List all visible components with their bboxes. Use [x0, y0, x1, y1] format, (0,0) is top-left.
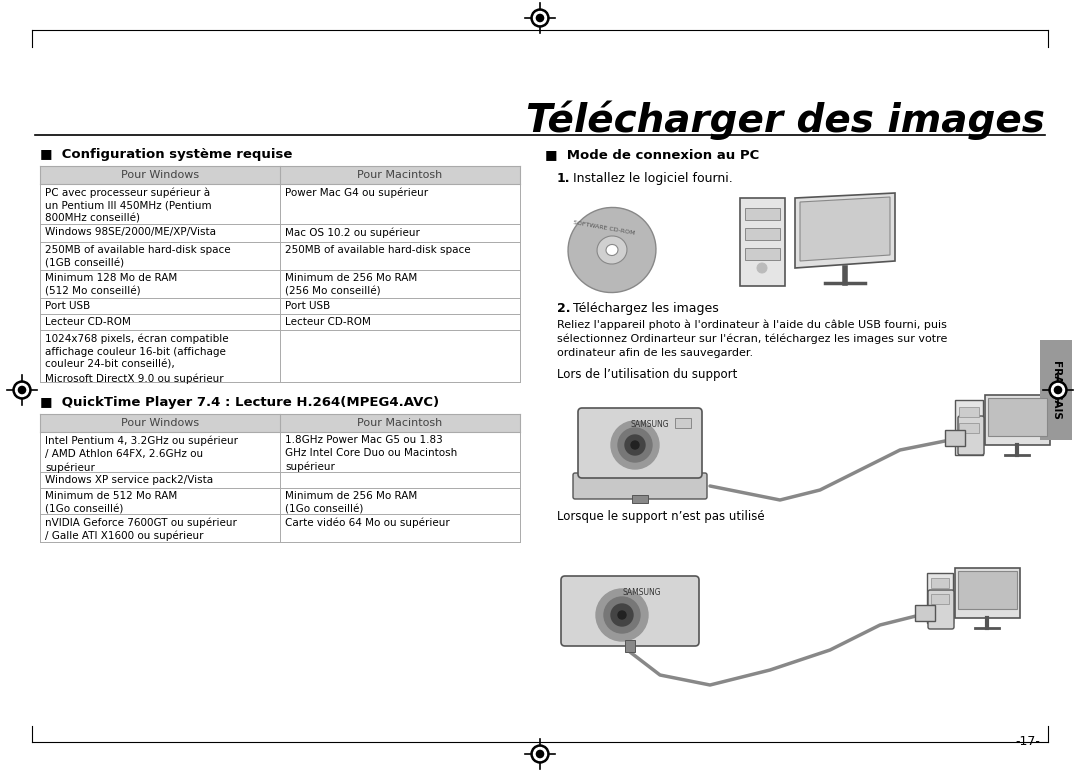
- Text: Port USB: Port USB: [45, 301, 91, 311]
- Text: ■  QuickTime Player 7.4 : Lecture H.264(MPEG4.AVC): ■ QuickTime Player 7.4 : Lecture H.264(M…: [40, 396, 440, 409]
- FancyBboxPatch shape: [561, 576, 699, 646]
- Circle shape: [18, 387, 26, 394]
- Bar: [959, 423, 978, 433]
- Text: Minimum de 256 Mo RAM
(1Go conseillé): Minimum de 256 Mo RAM (1Go conseillé): [285, 491, 417, 514]
- Bar: [931, 578, 949, 588]
- Bar: [959, 407, 978, 417]
- Circle shape: [618, 428, 652, 462]
- Bar: [955, 568, 1020, 618]
- Ellipse shape: [597, 236, 627, 264]
- Circle shape: [631, 441, 639, 449]
- Text: Carte vidéo 64 Mo ou supérieur: Carte vidéo 64 Mo ou supérieur: [285, 517, 449, 527]
- FancyBboxPatch shape: [573, 473, 707, 499]
- FancyBboxPatch shape: [928, 590, 954, 629]
- Circle shape: [625, 435, 645, 455]
- Circle shape: [537, 750, 543, 757]
- Text: Reliez l'appareil photo à l'ordinateur à l'aide du câble USB fourni, puis: Reliez l'appareil photo à l'ordinateur à…: [557, 320, 947, 330]
- Bar: [931, 594, 949, 604]
- Text: SAMSUNG: SAMSUNG: [631, 420, 670, 429]
- Bar: [985, 395, 1050, 445]
- Circle shape: [537, 15, 543, 22]
- Bar: [40, 414, 519, 432]
- Text: 1.8GHz Power Mac G5 ou 1.83
GHz Intel Core Duo ou Macintosh
supérieur: 1.8GHz Power Mac G5 ou 1.83 GHz Intel Co…: [285, 435, 457, 472]
- Text: Télécharger des images: Télécharger des images: [526, 100, 1045, 140]
- Circle shape: [611, 604, 633, 626]
- Text: SAMSUNG: SAMSUNG: [623, 588, 661, 597]
- Text: Lorsque le support n’est pas utilisé: Lorsque le support n’est pas utilisé: [557, 510, 765, 523]
- Circle shape: [1054, 387, 1062, 394]
- Bar: [988, 398, 1047, 436]
- Bar: [40, 166, 519, 184]
- Text: Pour Windows: Pour Windows: [121, 170, 199, 180]
- Text: Minimum de 512 Mo RAM
(1Go conseillé): Minimum de 512 Mo RAM (1Go conseillé): [45, 491, 177, 514]
- FancyBboxPatch shape: [578, 408, 702, 478]
- Circle shape: [1052, 384, 1065, 397]
- Text: Power Mac G4 ou supérieur: Power Mac G4 ou supérieur: [285, 187, 428, 198]
- Text: Lecteur CD-ROM: Lecteur CD-ROM: [45, 317, 131, 327]
- Text: Windows XP service pack2/Vista: Windows XP service pack2/Vista: [45, 475, 213, 485]
- Text: nVIDIA Geforce 7600GT ou supérieur
/ Galle ATI X1600 ou supérieur: nVIDIA Geforce 7600GT ou supérieur / Gal…: [45, 517, 237, 541]
- Polygon shape: [795, 193, 895, 268]
- Text: FRANÇAIS: FRANÇAIS: [1051, 361, 1061, 419]
- Bar: [745, 208, 780, 220]
- Bar: [625, 640, 635, 652]
- Text: Pour Macintosh: Pour Macintosh: [357, 170, 443, 180]
- Text: Port USB: Port USB: [285, 301, 330, 311]
- Text: 2.: 2.: [557, 302, 570, 315]
- FancyBboxPatch shape: [958, 416, 984, 455]
- Circle shape: [596, 589, 648, 641]
- Text: sélectionnez Ordinarteur sur l'écran, téléchargez les images sur votre: sélectionnez Ordinarteur sur l'écran, té…: [557, 334, 947, 344]
- Bar: [745, 248, 780, 260]
- Polygon shape: [800, 197, 890, 261]
- Text: 1.: 1.: [557, 172, 570, 185]
- Text: PC avec processeur supérieur à
un Pentium III 450MHz (Pentium
800MHz conseillé): PC avec processeur supérieur à un Pentiu…: [45, 187, 212, 224]
- Text: 250MB of available hard-disk space
(1GB conseillé): 250MB of available hard-disk space (1GB …: [45, 245, 231, 268]
- Text: Pour Macintosh: Pour Macintosh: [357, 418, 443, 428]
- Circle shape: [611, 421, 659, 469]
- Text: Intel Pentium 4, 3.2GHz ou supérieur
/ AMD Athlon 64FX, 2.6GHz ou
supérieur: Intel Pentium 4, 3.2GHz ou supérieur / A…: [45, 435, 238, 472]
- Text: Téléchargez les images: Téléchargez les images: [573, 302, 719, 315]
- Circle shape: [1049, 381, 1067, 399]
- Text: Installez le logiciel fourni.: Installez le logiciel fourni.: [573, 172, 732, 185]
- Bar: [945, 430, 966, 446]
- Text: ordinateur afin de les sauvegarder.: ordinateur afin de les sauvegarder.: [557, 348, 753, 358]
- Bar: [632, 495, 648, 503]
- Circle shape: [618, 611, 626, 619]
- Ellipse shape: [568, 208, 656, 293]
- Text: 250MB of available hard-disk space: 250MB of available hard-disk space: [285, 245, 471, 255]
- Circle shape: [531, 745, 549, 763]
- Text: ■  Configuration système requise: ■ Configuration système requise: [40, 148, 293, 161]
- Circle shape: [534, 747, 546, 760]
- Bar: [955, 400, 983, 455]
- Ellipse shape: [606, 245, 618, 256]
- Bar: [745, 228, 780, 240]
- Circle shape: [534, 12, 546, 25]
- Bar: [675, 418, 691, 428]
- Text: Lors de l’utilisation du support: Lors de l’utilisation du support: [557, 368, 738, 381]
- Text: 1024x768 pixels, écran compatible
affichage couleur 16-bit (affichage
couleur 24: 1024x768 pixels, écran compatible affich…: [45, 333, 229, 384]
- Text: Lecteur CD-ROM: Lecteur CD-ROM: [285, 317, 370, 327]
- Circle shape: [604, 597, 640, 633]
- Bar: [958, 571, 1017, 609]
- Text: -17-: -17-: [1015, 735, 1040, 748]
- Circle shape: [531, 9, 549, 27]
- Text: Mac OS 10.2 ou supérieur: Mac OS 10.2 ou supérieur: [285, 227, 420, 238]
- Text: SOFTWARE CD-ROM: SOFTWARE CD-ROM: [572, 220, 635, 236]
- Text: Minimum de 256 Mo RAM
(256 Mo conseillé): Minimum de 256 Mo RAM (256 Mo conseillé): [285, 273, 417, 296]
- Text: Minimum 128 Mo de RAM
(512 Mo conseillé): Minimum 128 Mo de RAM (512 Mo conseillé): [45, 273, 177, 296]
- Text: Windows 98SE/2000/ME/XP/Vista: Windows 98SE/2000/ME/XP/Vista: [45, 227, 216, 237]
- Text: ■  Mode de connexion au PC: ■ Mode de connexion au PC: [545, 148, 759, 161]
- Bar: [927, 573, 953, 623]
- Circle shape: [13, 381, 31, 399]
- Text: Pour Windows: Pour Windows: [121, 418, 199, 428]
- Circle shape: [15, 384, 28, 397]
- Circle shape: [757, 263, 767, 273]
- Bar: [740, 198, 785, 286]
- Bar: [1040, 340, 1072, 440]
- Bar: [915, 605, 935, 621]
